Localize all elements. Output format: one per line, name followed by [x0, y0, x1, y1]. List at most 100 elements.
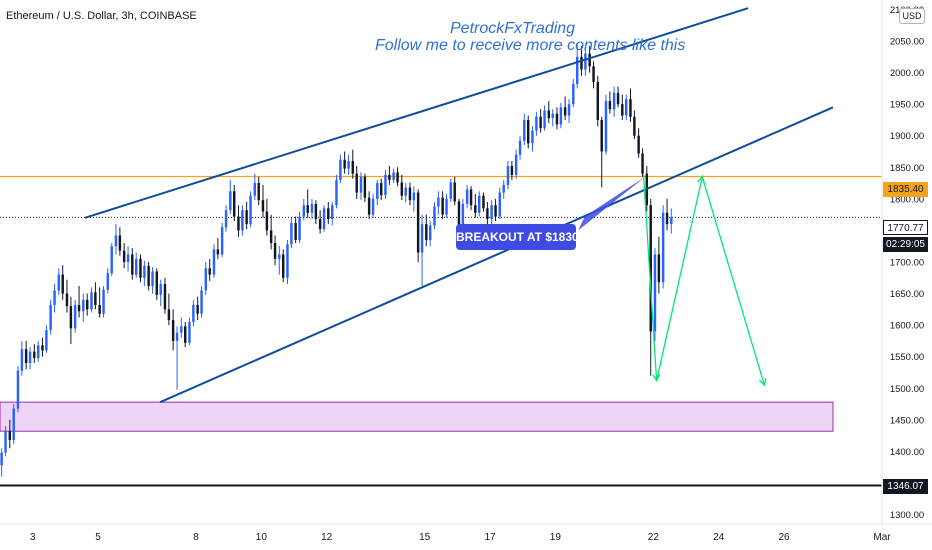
candle-body — [596, 82, 600, 120]
candle-body — [77, 304, 81, 312]
candle-body — [624, 99, 628, 116]
candle-body — [167, 309, 171, 321]
price-levels-layer — [0, 175, 882, 487]
x-tick-label: 5 — [95, 532, 101, 543]
symbol-title[interactable]: Ethereum / U.S. Dollar, 3h, COINBASE — [6, 10, 197, 22]
candle-body — [147, 265, 150, 286]
y-tick-label: 1700.00 — [890, 258, 924, 269]
candle-body — [600, 119, 603, 152]
candle-body — [425, 224, 428, 240]
candle-body — [580, 56, 583, 70]
demand-zone — [0, 401, 834, 432]
candle-body — [90, 292, 93, 310]
candle-body — [94, 292, 97, 305]
candle-body — [539, 116, 542, 129]
x-tick-label: 26 — [778, 532, 790, 543]
candle-body — [237, 216, 240, 231]
candle-body — [294, 222, 297, 240]
candle-body — [171, 320, 175, 341]
candle-body — [82, 299, 85, 312]
support-price-tag: 1346.07 — [883, 479, 928, 494]
candle-body — [57, 274, 61, 291]
price-scale-background[interactable] — [882, 0, 932, 524]
candle-body — [428, 225, 432, 240]
candle-body — [330, 205, 334, 220]
candle-body — [433, 206, 436, 226]
y-tick-label: 1450.00 — [890, 415, 924, 426]
y-tick-label: 1300.00 — [890, 510, 924, 521]
x-tick-label: 12 — [321, 532, 333, 543]
candle-body — [396, 172, 399, 183]
candle-body — [45, 330, 48, 351]
breakout-pointer — [578, 176, 646, 231]
candle-body — [563, 107, 567, 116]
y-tick-label: 1400.00 — [890, 447, 924, 458]
candle-body — [265, 211, 269, 231]
projection-arrowhead — [652, 374, 661, 383]
candle-body — [661, 212, 665, 283]
y-tick-label: 1900.00 — [890, 131, 924, 142]
candle-body — [514, 154, 518, 175]
candle-body — [290, 222, 293, 245]
candle-body — [131, 254, 134, 275]
candle-body — [477, 195, 481, 213]
candle-body — [657, 254, 661, 283]
candle-body — [653, 254, 657, 332]
candle-body — [114, 235, 118, 247]
candle-body — [445, 198, 448, 215]
candle-body — [73, 304, 77, 329]
candle-body — [110, 246, 113, 274]
candles-layer — [0, 44, 673, 477]
candle-body — [180, 326, 183, 333]
candle-body — [621, 104, 624, 116]
x-tick-label: 10 — [256, 532, 268, 543]
candle-body — [106, 273, 110, 290]
candle-body — [392, 172, 395, 180]
candle-body — [269, 230, 273, 244]
candle-body — [633, 116, 636, 136]
candle-body — [518, 140, 522, 155]
candle-body — [616, 92, 620, 105]
candle-body — [253, 183, 257, 196]
candle-body — [404, 187, 407, 196]
candle-body — [588, 53, 591, 67]
candle-body — [629, 99, 632, 117]
y-tick-label: 1550.00 — [890, 352, 924, 363]
candle-body — [155, 271, 159, 295]
candle-body — [286, 244, 289, 278]
candle-body — [339, 159, 342, 180]
y-tick-label: 1950.00 — [890, 100, 924, 111]
candle-body — [449, 182, 453, 199]
channel-lower-trendline — [159, 106, 834, 404]
channel-upper-trendline — [84, 7, 749, 219]
y-tick-label: 2000.00 — [890, 68, 924, 79]
breakout-callout[interactable]: BREAKOUT AT $1830 — [456, 224, 579, 250]
currency-button[interactable]: USD — [899, 8, 925, 24]
x-tick-label: 3 — [30, 532, 36, 543]
time-scale-background[interactable] — [0, 524, 932, 550]
candle-body — [53, 290, 56, 305]
candle-body — [502, 184, 505, 193]
candle-body — [0, 452, 3, 466]
candle-body — [28, 351, 32, 364]
candle-body — [604, 101, 608, 152]
candle-body — [245, 210, 248, 225]
candle-body — [453, 182, 456, 202]
candle-body — [526, 119, 530, 144]
candle-body — [159, 284, 162, 295]
candle-body — [592, 66, 595, 83]
projection-arrowhead — [758, 378, 767, 387]
candle-body — [523, 119, 526, 141]
candle-body — [224, 210, 228, 228]
candle-body — [192, 304, 195, 322]
candle-body — [359, 176, 363, 193]
candle-body — [65, 293, 69, 307]
candle-body — [143, 265, 146, 278]
candle-body — [261, 200, 265, 212]
candle-body — [49, 304, 52, 331]
time-axis[interactable]: 3 5 8 10 12 15 17 19 22 24 26 Mar — [30, 532, 891, 543]
candle-body — [232, 191, 236, 217]
